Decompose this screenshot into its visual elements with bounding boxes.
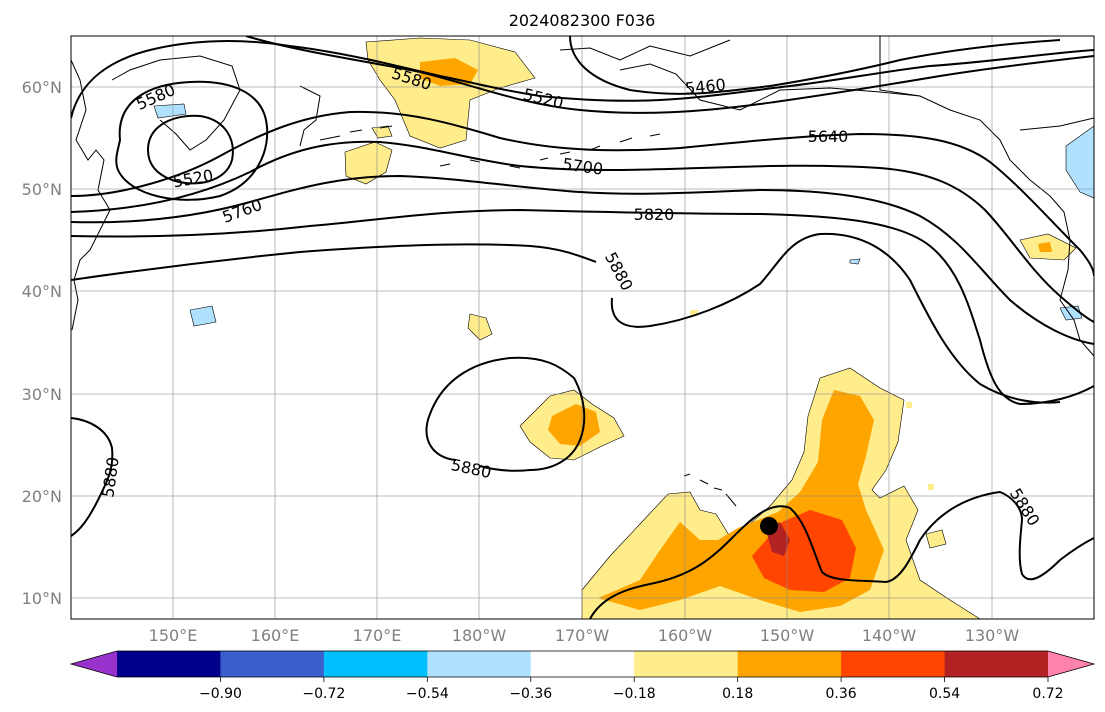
lon-tick-label: 140°W [862, 626, 917, 645]
lat-axis: 60°N 50°N 40°N 30°N 20°N 10°N [22, 78, 62, 608]
shade-blue-canada [1065, 125, 1094, 199]
colorbar-tick-label: 0.36 [826, 686, 857, 702]
colorbar-tick-label: −0.36 [509, 686, 552, 702]
shade-westcoast-orange [1038, 242, 1052, 252]
coast-canada [879, 36, 921, 97]
coast-aleutians [319, 125, 661, 169]
colorbar-extend-high [1048, 651, 1094, 677]
colorbar-tick-label: 0.18 [722, 686, 753, 702]
contour-5820 [71, 208, 1094, 406]
colorbar-outline [69, 650, 1096, 678]
shade-bering-yellow [365, 37, 536, 149]
contour-5700 [71, 140, 1094, 323]
lat-tick-label: 20°N [22, 487, 62, 506]
map-background [71, 36, 1094, 619]
lon-tick-label: 180°W [452, 626, 507, 645]
colorbar-tick-label: 0.72 [1032, 686, 1063, 702]
lon-tick-label: 150°W [760, 626, 815, 645]
lat-tick-label: 40°N [22, 282, 62, 301]
shade-blue-pacific [189, 305, 217, 327]
lon-tick-label: 160°E [251, 626, 300, 645]
height-contours [71, 36, 1094, 619]
shade-central-orange [548, 404, 600, 446]
lon-tick-label: 130°W [965, 626, 1020, 645]
contour-5880-north [71, 243, 597, 281]
anomaly-shading [153, 37, 1094, 619]
colorbar-swatch [323, 651, 428, 677]
contour-5460 [569, 36, 1061, 95]
contour-5580-low [115, 80, 269, 201]
lon-tick-label: 170°W [555, 626, 610, 645]
colorbar-swatch [220, 651, 325, 677]
gridlines [71, 36, 1094, 619]
lat-tick-label: 60°N [22, 78, 62, 97]
colorbar-tick-label: −0.72 [302, 686, 345, 702]
lon-tick-label: 150°E [149, 626, 198, 645]
colorbar-tick-label: 0.54 [929, 686, 960, 702]
colorbar-swatches [71, 651, 1094, 677]
contour-5520-low [146, 114, 234, 185]
storm-center-marker [760, 517, 778, 535]
shade-yellow-speck-4 [925, 529, 947, 549]
contour-5880-south [589, 490, 1094, 619]
lat-tick-label: 30°N [22, 385, 62, 404]
colorbar-tick-label: −0.54 [406, 686, 449, 702]
colorbar-swatch [737, 651, 842, 677]
colorbar-ticks: −0.90 −0.72 −0.54 −0.36 −0.18 0.18 0.36 0.54 0.7… [199, 677, 1064, 702]
colorbar-swatch [530, 651, 635, 677]
lon-tick-label: 160°W [658, 626, 713, 645]
shade-blue-tiny [849, 258, 861, 265]
contour-5640 [71, 110, 1094, 277]
contour-5880-west [71, 417, 114, 537]
contour-label: 5460 [684, 75, 726, 98]
lat-tick-label: 10°N [22, 589, 62, 608]
coast-arctic [559, 39, 731, 61]
colorbar-extend-low [71, 651, 117, 677]
colorbar-tick-label: −0.18 [613, 686, 656, 702]
contour-label: 5820 [634, 205, 675, 224]
shade-blue-kamchatka [153, 103, 187, 119]
colorbar-swatch [841, 651, 946, 677]
lat-tick-label: 50°N [22, 180, 62, 199]
colorbar-swatch [117, 651, 221, 677]
contour-label: 5640 [808, 127, 849, 146]
coast-hawaii [683, 473, 737, 507]
contour-5580-outer [71, 40, 1094, 119]
lon-tick-label: 170°E [353, 626, 402, 645]
lon-axis: 150°E 160°E 170°E 180°W 170°W 160°W 150°… [149, 626, 1020, 645]
map-frame [70, 35, 1095, 620]
shade-yellow-speck-6 [928, 484, 934, 490]
coast-canada-east [1019, 117, 1094, 131]
contour-5760 [71, 174, 1094, 345]
contour-5880-east [610, 232, 1061, 404]
colorbar-swatch [427, 651, 532, 677]
colorbar-tick-label: −0.90 [199, 686, 242, 702]
contour-5520 [245, 36, 1094, 114]
coast-alaska-west [299, 85, 321, 147]
coast-alaska-south [619, 63, 1001, 141]
colorbar: −0.90 −0.72 −0.54 −0.36 −0.18 0.18 0.36 0.54 0.7… [69, 650, 1096, 702]
shade-yellow-speck-3 [906, 402, 912, 408]
shade-bering-orange [420, 58, 478, 86]
colorbar-swatch [944, 651, 1049, 677]
shade-yellow-speck-1 [467, 313, 493, 341]
colorbar-swatch [634, 651, 739, 677]
coast-asia [71, 59, 111, 331]
figure-title: 2024082300 F036 [509, 11, 656, 30]
contour-5880-central [425, 356, 586, 472]
